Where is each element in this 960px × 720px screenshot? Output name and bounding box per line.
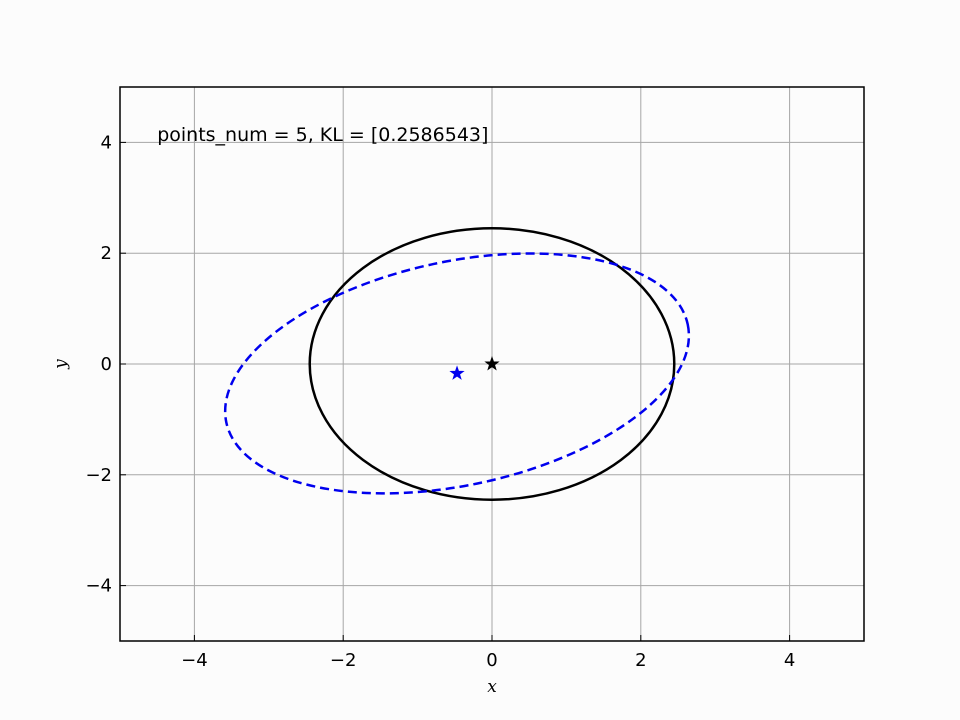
x-tick-label: 2 — [635, 650, 646, 671]
x-tick-label: −2 — [330, 650, 357, 671]
x-tick-label: 4 — [784, 650, 795, 671]
star-marker — [449, 365, 465, 380]
solid-ellipse — [308, 227, 676, 501]
y-axis-label: y — [51, 359, 71, 370]
x-tick-label: −4 — [181, 650, 208, 671]
plot-frame — [119, 86, 865, 642]
x-tick-label: 0 — [486, 650, 497, 671]
dashed-ellipse — [223, 252, 691, 495]
y-tick-label: −2 — [85, 465, 112, 486]
annotation-text: points_num = 5, KL = [0.2586543] — [157, 124, 488, 146]
y-tick-label: 4 — [101, 132, 112, 153]
data-series — [223, 227, 691, 501]
y-tick-label: 0 — [101, 354, 112, 375]
y-tick-label: −4 — [85, 576, 112, 597]
y-tick-label: 2 — [101, 243, 112, 264]
axis-ticks: −4 −2 0 2 4 −4 −2 0 2 4 — [85, 132, 795, 671]
star-marker — [484, 355, 500, 371]
x-axis-label: x — [487, 677, 497, 697]
